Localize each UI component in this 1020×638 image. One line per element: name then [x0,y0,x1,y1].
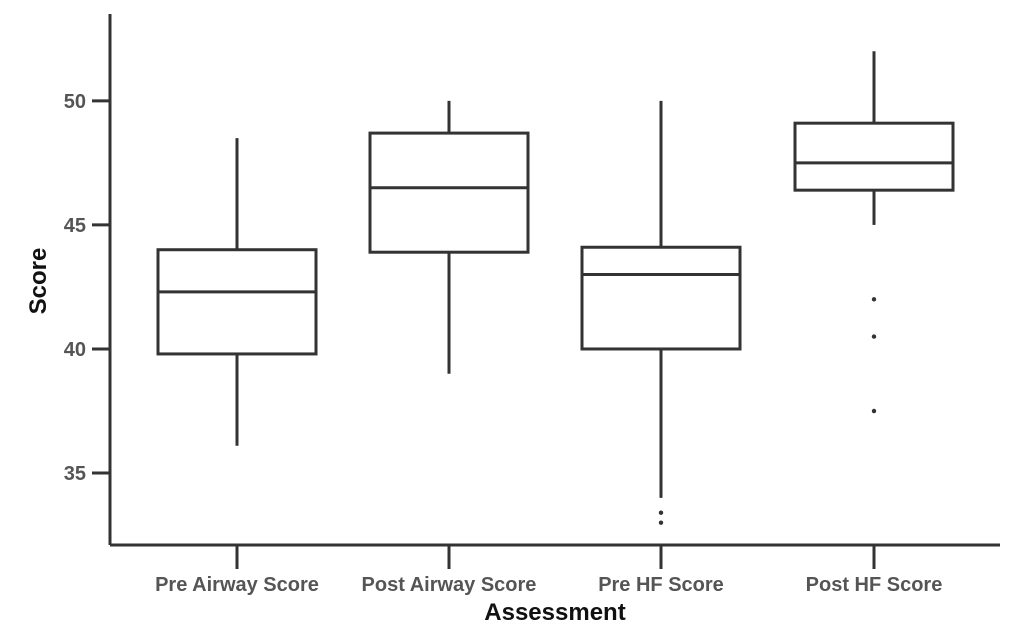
y-ticks-group: 35 40 45 50 [64,91,110,485]
x-ticks-group: Pre Airway Score Post Airway Score Pre HF … [155,545,942,596]
x-tick-label-2: Pre HF Score [598,574,724,596]
box-1 [368,100,530,374]
y-tick-label-1: 40 [64,339,86,361]
x-tick-label-1: Post Airway Score [362,574,537,596]
box-2-outlier-1 [658,520,664,525]
box-3-outlier-1 [871,334,877,339]
box-2-outlier-0 [658,510,664,515]
box-0 [156,138,318,446]
x-tick-label-3: Post HF Score [806,574,943,596]
box-3-iqr [793,121,955,192]
box-1-iqr [368,131,530,254]
axes [108,14,1000,547]
x-axis-title: Assessment [484,599,625,626]
y-tick-label-0: 35 [64,463,86,485]
box-0-iqr [156,248,318,356]
x-tick-label-0: Pre Airway Score [155,574,319,596]
y-tick-label-3: 50 [64,91,86,113]
box-3-outlier-0 [871,297,877,302]
y-axis-title: Score [25,248,52,315]
box-3-outlier-2 [871,408,877,414]
box-3 [793,51,955,414]
box-2-iqr [580,245,742,351]
box-2 [580,100,742,525]
boxes-group [156,51,955,525]
y-tick-label-2: 45 [64,215,86,237]
